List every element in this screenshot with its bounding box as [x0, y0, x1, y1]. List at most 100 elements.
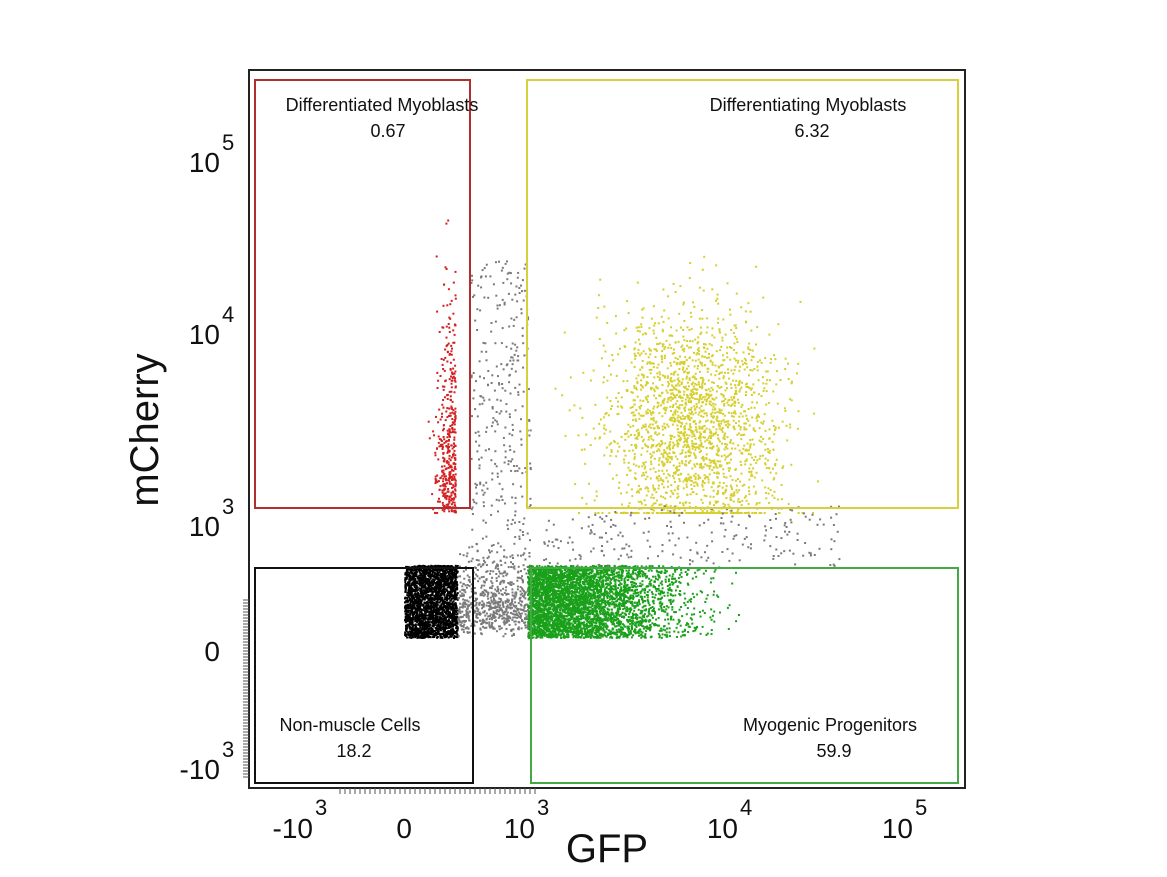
event-dot	[432, 583, 435, 586]
event-dot	[445, 577, 448, 580]
event-dot	[687, 583, 690, 586]
event-dot	[608, 574, 611, 577]
event-dot	[615, 604, 618, 607]
event-dot	[453, 637, 455, 639]
event-dot	[448, 586, 451, 589]
event-dot	[669, 635, 671, 638]
event-dot	[633, 609, 636, 612]
event-dot	[546, 620, 549, 623]
event-dot	[559, 594, 562, 597]
event-dot	[412, 569, 415, 572]
event-dot	[535, 629, 538, 632]
event-dot	[410, 578, 413, 581]
event-dot	[645, 594, 648, 596]
event-dot	[666, 594, 669, 597]
event-dot	[430, 589, 433, 592]
event-dot	[419, 568, 422, 571]
event-dot	[541, 584, 544, 587]
event-dot	[406, 603, 409, 606]
event-dot	[442, 575, 445, 578]
event-dot	[433, 604, 436, 607]
event-dot	[425, 568, 427, 571]
event-dot	[597, 625, 600, 628]
event-dot	[546, 583, 549, 586]
event-dot	[404, 590, 407, 593]
event-dot	[611, 611, 614, 614]
event-dot	[543, 631, 545, 634]
event-dot	[443, 576, 446, 579]
event-dot	[575, 604, 578, 607]
event-dot	[429, 571, 432, 574]
event-dot	[595, 580, 598, 583]
event-dot	[578, 585, 581, 588]
event-dot	[448, 616, 451, 619]
event-dot	[547, 625, 550, 628]
event-dot	[552, 630, 555, 633]
event-dot	[659, 601, 662, 604]
event-dot	[624, 612, 626, 615]
event-dot	[623, 605, 626, 608]
event-dot	[448, 631, 451, 634]
event-dot	[439, 613, 442, 616]
event-dot	[738, 614, 740, 616]
event-dot	[643, 595, 646, 598]
event-dot	[439, 588, 442, 591]
event-dot	[427, 618, 430, 621]
event-dot	[580, 634, 583, 637]
event-dot	[619, 603, 622, 606]
event-dot	[575, 598, 578, 601]
event-dot	[455, 607, 458, 610]
event-dot	[534, 615, 537, 618]
event-dot	[608, 633, 611, 636]
event-dot	[567, 605, 570, 608]
event-dot	[444, 578, 447, 581]
event-dot	[447, 632, 450, 634]
event-dot	[557, 604, 560, 607]
event-dot	[419, 589, 422, 592]
event-dot	[415, 573, 418, 576]
event-dot	[548, 599, 551, 602]
event-dot	[564, 592, 567, 595]
event-dot	[624, 625, 627, 628]
event-dot	[570, 577, 573, 580]
event-dot	[422, 597, 425, 600]
event-dot	[410, 600, 412, 603]
event-dot	[611, 587, 614, 590]
event-dot	[618, 580, 621, 583]
event-dot	[424, 575, 427, 578]
event-dot	[622, 635, 625, 638]
event-dot	[615, 575, 617, 578]
event-dot	[601, 624, 604, 627]
event-dot	[415, 632, 418, 635]
event-dot	[576, 633, 579, 636]
event-dot	[614, 586, 617, 589]
event-dot	[417, 608, 420, 611]
event-dot	[446, 589, 449, 592]
event-dot	[654, 586, 656, 588]
event-dot	[450, 603, 453, 606]
event-dot	[577, 618, 580, 620]
event-dot	[446, 621, 449, 623]
event-dot	[437, 628, 440, 631]
event-dot	[416, 592, 419, 595]
event-dot	[455, 570, 457, 573]
event-dot	[404, 577, 407, 580]
event-dot	[666, 591, 669, 594]
event-dot	[674, 594, 677, 597]
event-dot	[641, 599, 644, 602]
event-dot	[623, 607, 626, 610]
event-dot	[639, 591, 642, 594]
event-dot	[428, 583, 431, 586]
event-dot	[416, 582, 419, 585]
event-dot	[543, 604, 546, 607]
event-dot	[689, 600, 692, 603]
event-dot	[430, 628, 433, 630]
event-dot	[416, 633, 419, 636]
event-dot	[607, 616, 610, 619]
event-dot	[554, 629, 557, 632]
event-dot	[580, 602, 583, 605]
event-dot	[422, 635, 425, 638]
event-dot	[437, 565, 439, 567]
event-dot	[423, 601, 426, 604]
event-dot	[555, 591, 558, 594]
